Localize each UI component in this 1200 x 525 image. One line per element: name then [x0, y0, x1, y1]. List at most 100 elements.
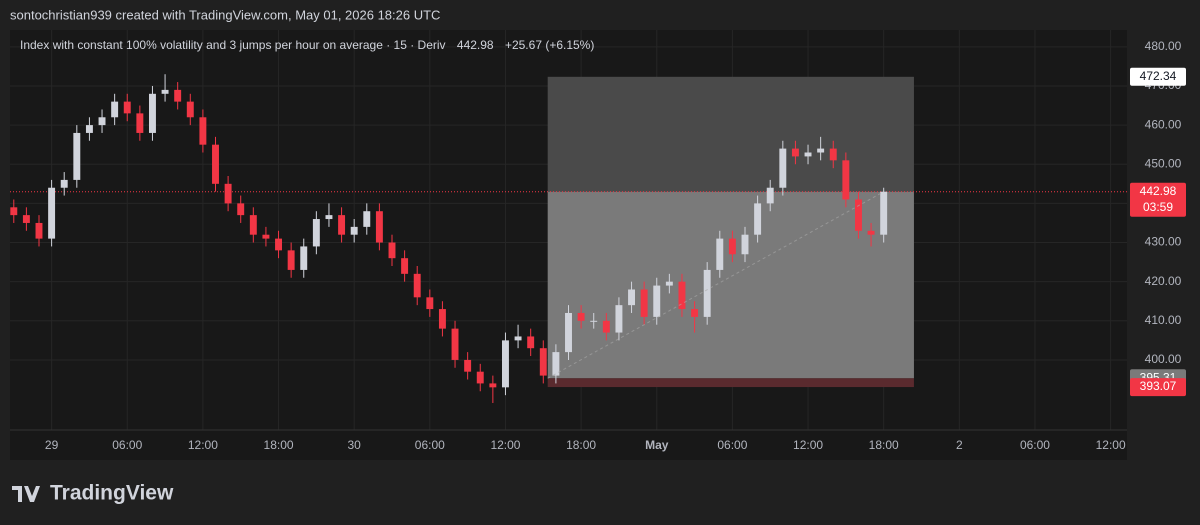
candle-body [628, 289, 636, 306]
x-tick-label: 06:00 [1020, 438, 1050, 452]
price-label: 472.34 [1140, 69, 1177, 83]
candle-body [262, 234, 270, 239]
price-label: 393.07 [1140, 379, 1177, 393]
title: Index with constant 100% volatility and … [20, 38, 446, 52]
candle-body [817, 148, 825, 153]
candle-body [300, 246, 308, 270]
candle-body [501, 340, 509, 388]
candle-body [464, 359, 472, 372]
change: +25.67 (+6.15%) [505, 38, 594, 52]
candle-body [237, 203, 245, 216]
candle-body [489, 383, 497, 388]
candle-body [388, 242, 396, 259]
candle-body [22, 215, 30, 223]
candle-body [212, 144, 219, 184]
y-tick-label: 480.00 [1145, 39, 1182, 53]
y-tick-label: 400.00 [1145, 352, 1182, 366]
candle-body [161, 89, 169, 94]
candle-body [325, 215, 333, 220]
y-tick-label: 460.00 [1145, 117, 1182, 131]
x-tick-label: 12:00 [793, 438, 823, 452]
candle-body [615, 305, 623, 333]
candle-body [275, 238, 283, 251]
candle-body [691, 309, 699, 317]
candle-body [451, 328, 459, 360]
x-tick-label: 29 [45, 438, 59, 452]
candle-body [590, 320, 598, 322]
candle-body [867, 230, 875, 235]
candle-body [98, 117, 106, 126]
candle-body [249, 215, 257, 235]
candle-body [829, 148, 837, 161]
x-tick-label: 06:00 [112, 438, 142, 452]
candle-body [766, 187, 774, 204]
brand: TradingView [50, 482, 174, 505]
attribution: sontochristian939 created with TradingVi… [10, 7, 440, 22]
x-tick-label: 18:00 [566, 438, 596, 452]
x-tick-label: 06:00 [717, 438, 747, 452]
candle-body [804, 152, 812, 157]
legend: Index with constant 100% volatility and … [20, 38, 594, 52]
candle-body [438, 309, 446, 329]
candle-body [653, 285, 661, 317]
candle-body [375, 211, 383, 243]
candle-body [754, 203, 762, 235]
logo: TradingView [12, 482, 174, 505]
candle-body [35, 222, 43, 239]
symbol-title: Index with constant 100% volatility and … [20, 38, 594, 52]
x-tick-label: 30 [347, 438, 361, 452]
trade-line [547, 191, 884, 379]
x-tick-label: 12:00 [490, 438, 520, 452]
target-zone [547, 76, 914, 192]
x-tick-label: 06:00 [415, 438, 445, 452]
candle-body [854, 199, 862, 231]
candle-body [552, 352, 560, 376]
x-tick-label: May [645, 438, 669, 452]
candle-body [136, 113, 144, 133]
candle-body [842, 160, 850, 200]
candle-body [678, 281, 686, 310]
candle-body [73, 132, 81, 180]
x-tick-label: 12:00 [188, 438, 218, 452]
candle-body [527, 336, 535, 349]
candle-body [123, 101, 131, 114]
candle-body [741, 234, 749, 255]
candle-body [186, 101, 194, 118]
candle-body [640, 289, 648, 317]
candle-body [565, 312, 572, 353]
candle-body [716, 238, 724, 270]
price-label-box [1130, 182, 1186, 217]
price-label-box [1130, 378, 1186, 397]
x-tick-label: 2 [956, 438, 963, 452]
candle-body [577, 312, 585, 321]
candle-body [791, 148, 799, 157]
candle-body [199, 117, 207, 145]
candle-body [363, 211, 371, 227]
x-tick-label: 18:00 [869, 438, 899, 452]
candle-body [602, 320, 610, 333]
profit-zone [547, 191, 914, 379]
candle-body [514, 336, 522, 341]
price-label-box [1130, 67, 1186, 86]
candle-body [476, 371, 484, 384]
candle-body [426, 297, 434, 310]
y-tick-label: 430.00 [1145, 235, 1182, 249]
y-tick-label: 420.00 [1145, 274, 1182, 288]
last-price: 442.98 [457, 38, 494, 52]
candle-body [85, 125, 93, 133]
candle-body [60, 179, 68, 188]
candle-body [148, 93, 156, 133]
candle-body [539, 348, 547, 376]
price-label: 442.98 [1140, 184, 1177, 198]
candle-body [10, 207, 18, 216]
x-tick-label: 18:00 [264, 438, 294, 452]
candle-body [312, 219, 320, 247]
candle-body [224, 183, 232, 204]
candle-body [338, 215, 346, 235]
countdown: 03:59 [1143, 200, 1173, 214]
candle-body [728, 238, 736, 255]
candle-body [779, 148, 787, 188]
y-tick-label: 410.00 [1145, 313, 1182, 327]
x-tick-label: 12:00 [1096, 438, 1126, 452]
